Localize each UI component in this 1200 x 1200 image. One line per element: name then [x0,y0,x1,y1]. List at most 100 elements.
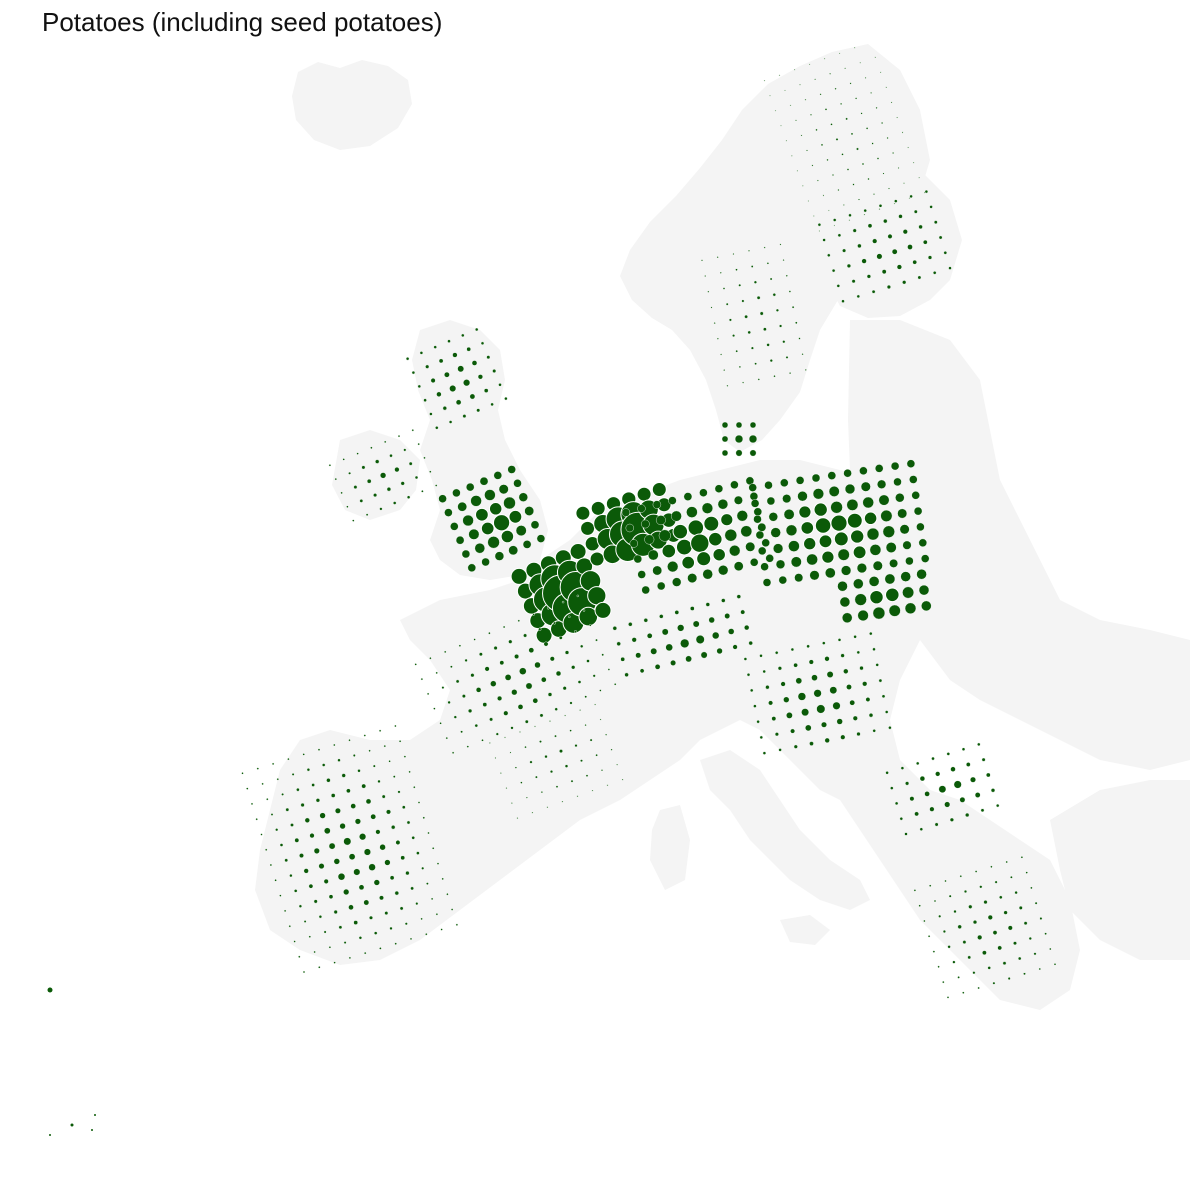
map-symbol-circle [763,327,767,332]
map-symbol-circle [266,798,269,801]
map-symbol-circle [806,553,818,566]
map-symbol-circle [733,561,744,572]
map-symbol-circle [399,906,404,911]
map-symbol-circle [750,265,754,268]
map-symbol-circle [841,299,845,303]
map-symbol-circle [946,996,950,999]
map-symbol-circle [965,762,971,767]
map-symbol-circle [774,732,779,737]
map-symbol-circle [929,205,933,209]
map-symbol-circle [568,615,571,618]
map-symbol-circle [1049,947,1052,951]
map-symbol-circle [862,496,874,509]
map-symbol-circle [636,486,652,502]
map-symbol-circle [423,398,427,402]
map-symbol-circle [388,760,391,763]
map-symbol-circle [953,780,962,789]
map-symbol-circle [863,208,867,213]
map-symbol-circle [772,293,776,297]
map-symbol-circle [508,545,519,556]
map-symbol-circle [490,680,497,687]
map-symbol-circle [763,79,766,82]
map-symbol-circle [640,519,650,529]
map-symbol-circle [822,194,825,197]
map-symbol-circle [972,971,976,975]
map-symbol-circle [440,928,443,931]
map-symbol-circle [475,687,482,693]
map-symbol-circle [543,641,549,647]
map-symbol-circle [846,684,852,690]
map-symbol-circle [270,813,274,816]
map-symbol-circle [321,763,326,767]
map-symbol-circle [369,915,373,920]
map-symbol-circle [599,689,602,692]
map-symbol-circle [761,538,770,547]
map-symbol-circle [435,426,439,430]
map-symbol-circle [860,112,863,115]
map-symbol-circle [860,481,871,492]
map-symbol-circle [293,889,298,893]
map-symbol-circle [852,183,855,186]
map-symbol-circle [681,555,696,570]
map-symbol-circle [398,740,402,743]
map-symbol-circle [370,446,373,450]
map-symbol-circle [590,500,606,516]
map-symbol-circle [712,631,720,640]
map-symbol-circle [433,345,437,349]
map-symbol-circle [274,879,277,882]
map-symbol-circle [710,306,713,309]
map-symbol-circle [447,339,451,343]
map-symbol-circle [519,667,527,675]
map-symbol-circle [700,651,708,659]
map-symbol-circle [479,476,489,486]
map-symbol-circle [908,197,911,199]
map-symbol-circle [878,204,883,208]
map-symbol-circle [980,808,985,813]
map-symbol-circle [923,239,928,245]
map-symbol-circle [607,668,611,671]
map-symbol-circle [745,541,756,552]
map-symbol-circle [474,723,479,728]
map-symbol-circle [328,946,332,949]
map-symbol-circle [439,722,442,725]
map-symbol-circle [324,827,331,835]
map-symbol-circle [934,822,939,827]
map-symbol-circle [769,359,773,363]
map-symbol-circle [887,233,893,239]
map-symbol-circle [318,966,321,969]
map-symbol-circle [488,742,491,744]
map-symbol-circle [515,525,527,536]
map-symbol-circle [554,734,557,738]
map-symbol-circle [659,614,664,619]
map-symbol-circle [661,543,677,559]
map-symbol-circle [379,844,386,851]
map-symbol-circle [353,485,358,490]
map-symbol-circle [421,490,424,493]
land-east [848,320,1190,770]
map-symbol-circle [848,213,852,218]
map-symbol-circle [836,284,840,288]
map-symbol-circle [348,904,354,911]
map-symbol-circle [830,514,848,532]
map-symbol-circle [990,788,996,793]
map-symbol-circle [885,587,900,603]
map-symbol-circle [601,653,605,657]
map-symbol-circle [938,235,943,240]
map-symbol-circle [826,671,834,678]
map-symbol-circle [886,284,891,290]
map-symbol-circle [455,923,459,926]
map-symbol-circle [589,551,605,567]
map-symbol-circle [303,868,309,874]
map-symbol-circle [436,391,442,397]
map-symbol-circle [963,889,968,894]
map-symbol-circle [878,678,883,683]
map-symbol-circle [406,495,411,499]
map-symbol-circle [502,625,506,629]
map-symbol-circle [876,157,880,160]
map-symbol-circle [348,739,351,742]
map-symbol-circle [494,551,505,561]
map-symbol-circle [559,749,563,754]
map-symbol-circle [423,456,426,460]
map-symbol-circle [821,721,827,728]
